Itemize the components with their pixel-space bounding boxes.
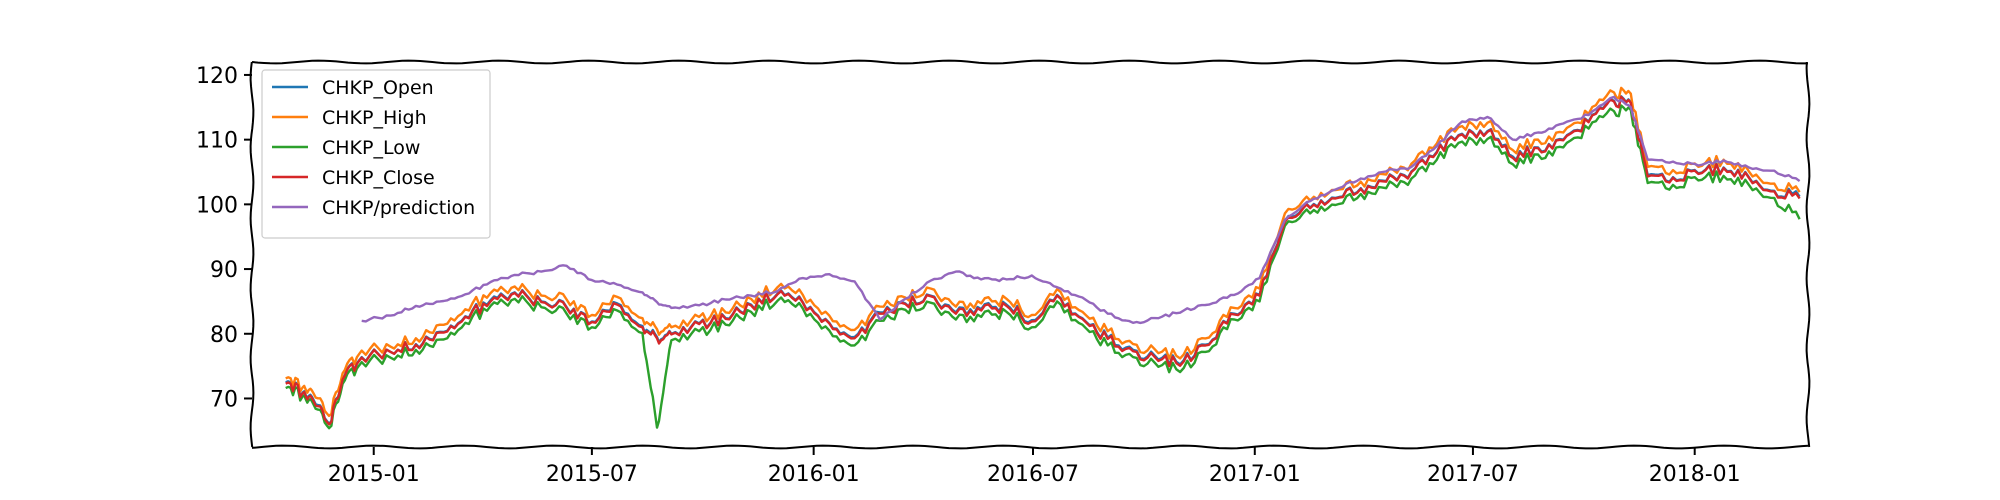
y-tick-label: 120: [196, 64, 238, 89]
series-line-chkp-high: [285, 86, 1801, 418]
legend-entry: CHKP/prediction: [322, 197, 475, 219]
x-tick-label: 2017-01: [1209, 462, 1301, 487]
y-axis: 70 80 90 100 110 120: [196, 64, 252, 412]
series-layer: [285, 86, 1801, 430]
y-tick-label: 70: [210, 387, 238, 412]
x-tick-label: 2018-01: [1649, 462, 1741, 487]
y-tick-label: 110: [196, 129, 238, 154]
legend-box: [261, 69, 491, 239]
x-tick-label: 2016-01: [768, 462, 860, 487]
series-line-chkp-prediction: [361, 95, 1801, 325]
legend-entry: CHKP_High: [322, 107, 427, 129]
y-tick-label: 80: [210, 323, 238, 348]
legend: CHKP_Open CHKP_High CHKP_Low CHKP_Close CHKP…: [261, 69, 491, 239]
plot-frame: [249, 59, 1811, 450]
x-tick-label: 2017-07: [1427, 462, 1519, 487]
x-tick-label: 2015-01: [328, 462, 420, 487]
legend-entry: CHKP_Low: [322, 137, 420, 159]
x-tick-label: 2016-07: [987, 462, 1079, 487]
y-tick-label: 90: [210, 258, 238, 283]
x-tick-label: 2015-07: [546, 462, 638, 487]
legend-entry: CHKP_Open: [322, 77, 434, 99]
legend-entry: CHKP_Close: [322, 167, 435, 189]
y-tick-label: 100: [196, 193, 238, 218]
series-line-chkp-low: [285, 104, 1801, 430]
x-axis: 2015-01 2015-07 2016-01 2016-07 2017-01 2017-…: [328, 447, 1741, 487]
series-line-chkp-close: [285, 95, 1801, 426]
